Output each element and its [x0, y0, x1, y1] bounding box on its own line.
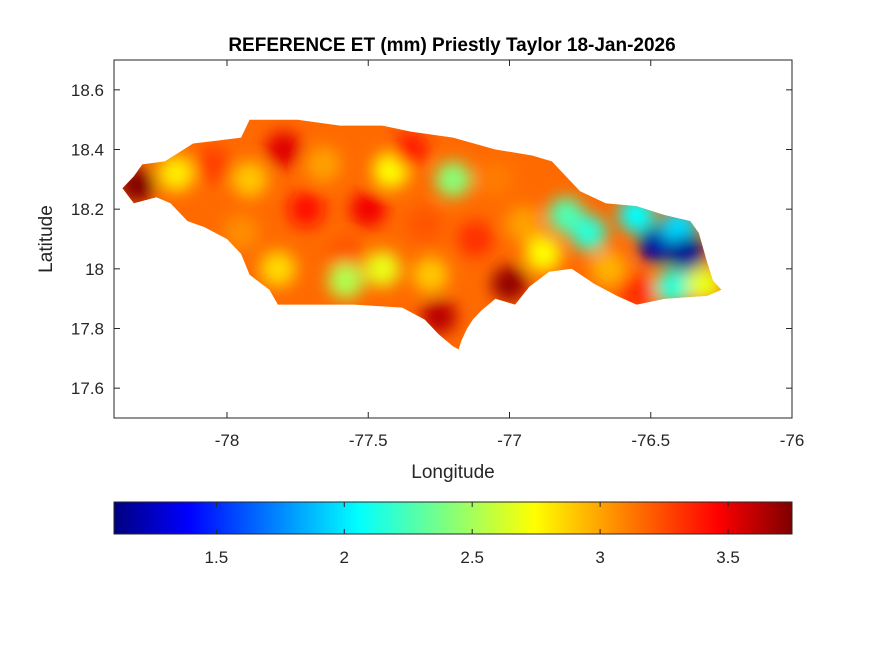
heatmap-cell [364, 250, 401, 287]
x-tick-label: -77 [497, 431, 522, 450]
heatmap-cell [491, 265, 528, 302]
y-tick-label: 18 [85, 260, 104, 279]
colorbar-tick-label: 2 [340, 548, 349, 567]
heatmap-cell [327, 262, 364, 299]
heatmap-cell [350, 191, 387, 228]
y-axis-ticks: 17.6 17.8 18 18.2 18.4 18.6 [71, 81, 792, 398]
colorbar-tick-label: 3.5 [716, 548, 740, 567]
heatmap-cell [392, 131, 429, 168]
colorbar [113, 501, 793, 535]
heatmap-cell [669, 235, 706, 272]
colorbar-tick-label: 1.5 [205, 548, 229, 567]
y-axis-label: Latitude [36, 205, 57, 273]
colorbar-tick-label: 2.5 [460, 548, 484, 567]
heatmap-cell [223, 215, 260, 252]
heatmap-cell [570, 215, 607, 252]
heatmap-cell [288, 191, 325, 228]
x-tick-label: -76.5 [631, 431, 670, 450]
heatmap-cell [525, 235, 562, 272]
heatmap-cell [265, 131, 302, 168]
heatmap-cell [305, 146, 342, 183]
heatmap-cell [412, 256, 449, 293]
x-axis-ticks: -78 -77.5 -77 -76.5 -76 [215, 60, 805, 450]
x-tick-label: -76 [780, 431, 805, 450]
chart-title: REFERENCE ET (mm) Priestly Taylor 18-Jan… [228, 35, 675, 56]
y-tick-label: 17.6 [71, 379, 104, 398]
heatmap-cell [158, 155, 195, 192]
y-tick-label: 17.8 [71, 320, 104, 339]
y-tick-label: 18.2 [71, 200, 104, 219]
x-axis-label: Longitude [411, 462, 494, 483]
heatmap-cell [477, 161, 514, 198]
heatmap-cell [590, 250, 627, 287]
heatmap-cell [457, 221, 494, 257]
heatmap-cell [231, 161, 268, 198]
y-tick-label: 18.4 [71, 141, 104, 160]
heatmap-cell [435, 161, 471, 198]
y-tick-label: 18.6 [71, 81, 104, 100]
colorbar-ticks: 1.5 2 2.5 3 3.5 [205, 502, 740, 567]
x-tick-label: -77.5 [349, 431, 388, 450]
heatmap-cell [505, 206, 542, 243]
colorbar-tick-label: 3 [595, 548, 604, 567]
heatmap-cell [655, 268, 692, 305]
heatmap-cell [406, 206, 443, 243]
heatmap-cell [259, 250, 296, 287]
heatmap-cell [327, 235, 364, 272]
heatmap-cell [194, 146, 231, 183]
x-tick-label: -78 [215, 431, 240, 450]
